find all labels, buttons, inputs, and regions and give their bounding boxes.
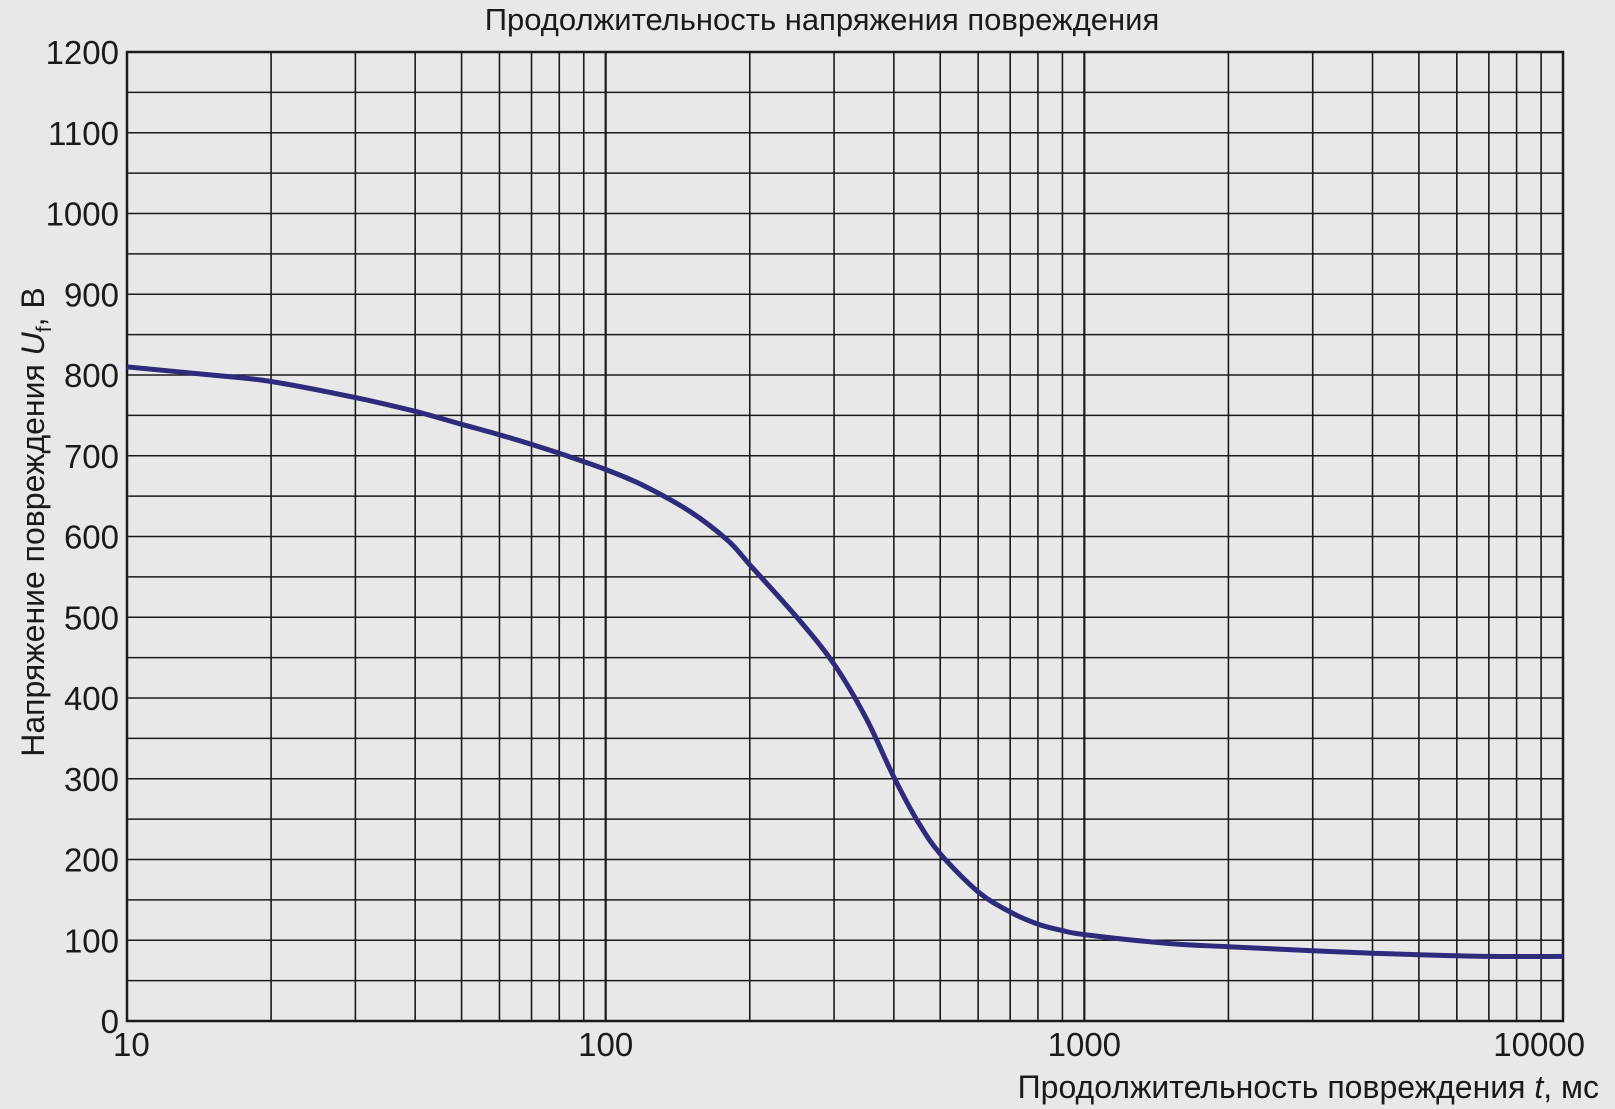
y-tick-label: 1200	[46, 34, 119, 71]
y-tick-label: 200	[64, 842, 119, 879]
y-tick-label: 900	[64, 276, 119, 313]
y-tick-label: 800	[64, 357, 119, 394]
y-tick-label: 700	[64, 438, 119, 475]
x-tick-label: 100	[578, 1026, 633, 1063]
grid	[127, 52, 1563, 1021]
x-tick-label: 10	[113, 1026, 150, 1063]
y-tick-label: 500	[64, 599, 119, 636]
tick-labels: 0 100 200 300 400 500 600 700 800 900 1000 1100 1200…	[46, 34, 1585, 1063]
y-tick-label: 1100	[48, 115, 119, 152]
y-tick-label: 1000	[46, 196, 119, 233]
x-tick-label: 10000	[1493, 1026, 1585, 1063]
plot-frame	[125, 50, 1565, 1023]
chart-title: Продолжительность напряжения повреждения	[485, 2, 1160, 37]
y-tick-label: 100	[64, 922, 119, 959]
y-tick-label: 300	[64, 761, 119, 798]
x-tick-label: 1000	[1048, 1026, 1121, 1063]
y-tick-label: 400	[64, 680, 119, 717]
series-group	[126, 364, 1564, 960]
y-tick-label: 600	[64, 519, 119, 556]
series-line	[126, 364, 1564, 960]
y-axis-label: Напряжение повреждения Uf, В	[15, 287, 56, 757]
y-tick-label: 0	[101, 1003, 119, 1040]
x-axis-label: Продолжительность повреждения t, мс	[1018, 1069, 1599, 1105]
